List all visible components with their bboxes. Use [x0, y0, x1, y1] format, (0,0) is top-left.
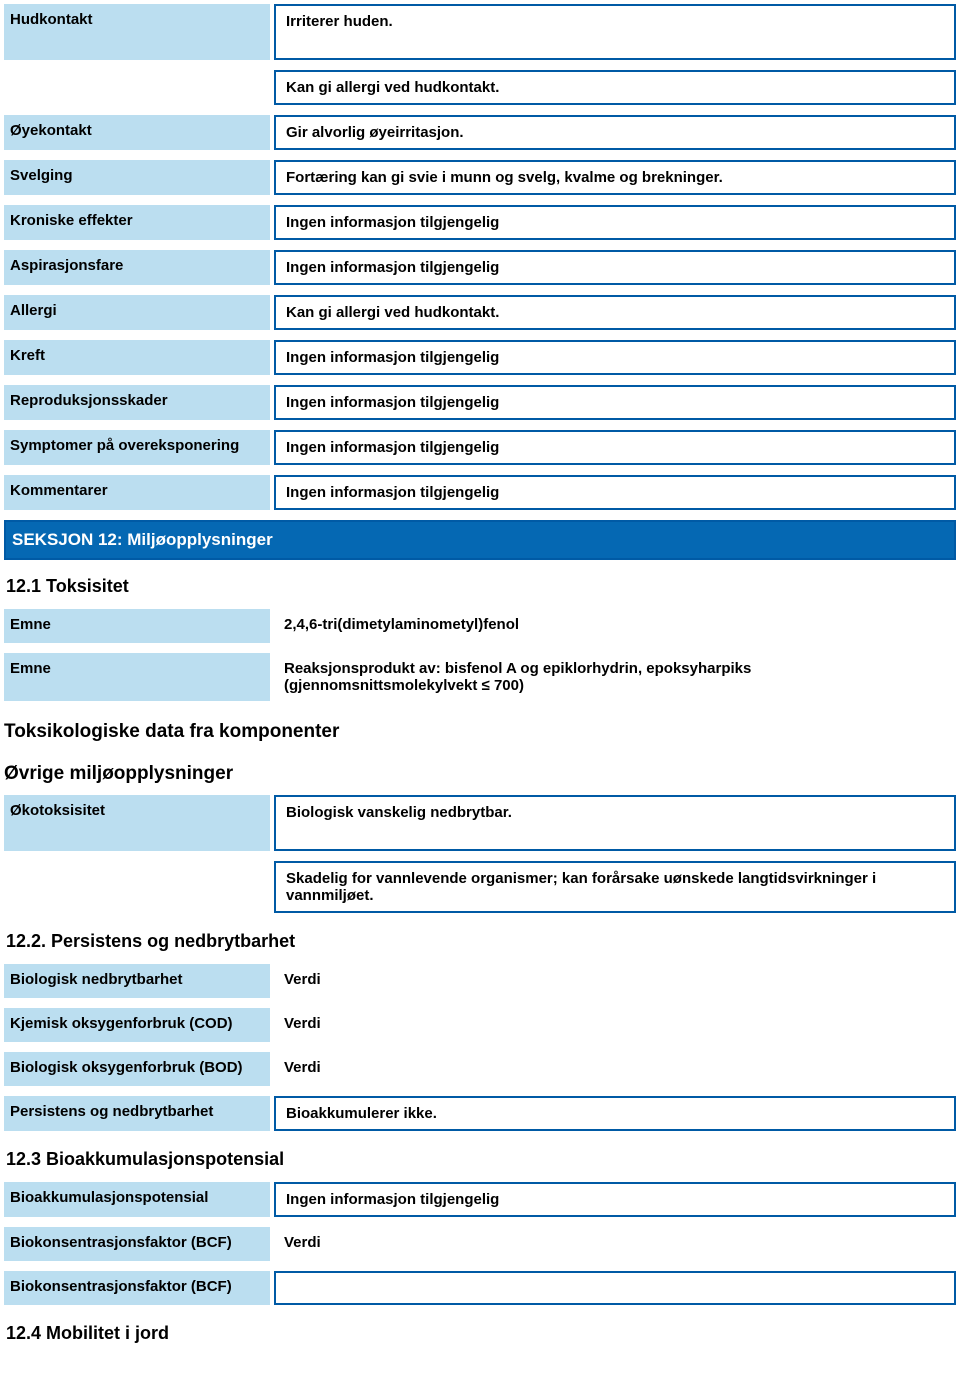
- subheading-12-1: 12.1 Toksisitet: [4, 568, 956, 605]
- heading-other-env: Øvrige miljøopplysninger: [4, 753, 956, 791]
- persist-label: Biologisk oksygenforbruk (BOD): [4, 1052, 270, 1086]
- emne-row: Emne2,4,6-tri(dimetylaminometyl)fenol: [4, 609, 956, 643]
- persist-label: Persistens og nedbrytbarhet: [4, 1096, 270, 1131]
- label-okotoksisitet: Økotoksisitet: [4, 795, 270, 851]
- property-value: Irriterer huden.: [274, 4, 956, 60]
- property-row: KreftIngen informasjon tilgjengelig: [4, 340, 956, 375]
- subheading-12-4: 12.4 Mobilitet i jord: [4, 1315, 956, 1352]
- subheading-12-2: 12.2. Persistens og nedbrytbarhet: [4, 923, 956, 960]
- property-row: AllergiKan gi allergi ved hudkontakt.: [4, 295, 956, 330]
- persist-label: Biologisk nedbrytbarhet: [4, 964, 270, 998]
- persist-row: Biologisk nedbrytbarhetVerdi: [4, 964, 956, 998]
- property-row: AspirasjonsfareIngen informasjon tilgjen…: [4, 250, 956, 285]
- property-label: Kommentarer: [4, 475, 270, 510]
- persist-row: Biologisk oksygenforbruk (BOD)Verdi: [4, 1052, 956, 1086]
- bioacc-label: Bioakkumulasjonspotensial: [4, 1182, 270, 1217]
- persist-value: Verdi: [274, 964, 956, 998]
- bioacc-row: Biokonsentrasjonsfaktor (BCF): [4, 1271, 956, 1305]
- value-okotoksisitet-1: Skadelig for vannlevende organismer; kan…: [274, 861, 956, 913]
- property-row: KommentarerIngen informasjon tilgjengeli…: [4, 475, 956, 510]
- emne-row: EmneReaksjonsprodukt av: bisfenol A og e…: [4, 653, 956, 701]
- property-label: Øyekontakt: [4, 115, 270, 150]
- property-value: Ingen informasjon tilgjengelig: [274, 340, 956, 375]
- section-12-title: SEKSJON 12: Miljøopplysninger: [4, 520, 956, 560]
- property-label: Aspirasjonsfare: [4, 250, 270, 285]
- property-value: Kan gi allergi ved hudkontakt.: [274, 70, 956, 105]
- bioacc-value: Verdi: [274, 1227, 956, 1261]
- bioacc-row: BioakkumulasjonspotensialIngen informasj…: [4, 1182, 956, 1217]
- subheading-12-3: 12.3 Bioakkumulasjonspotensial: [4, 1141, 956, 1178]
- property-row-extra: Kan gi allergi ved hudkontakt.: [4, 70, 956, 105]
- bioacc-label: Biokonsentrasjonsfaktor (BCF): [4, 1227, 270, 1261]
- property-label: Symptomer på overeksponering: [4, 430, 270, 465]
- emne-value: Reaksjonsprodukt av: bisfenol A og epikl…: [274, 653, 956, 701]
- property-row: ReproduksjonsskaderIngen informasjon til…: [4, 385, 956, 420]
- persist-value: Verdi: [274, 1052, 956, 1086]
- persist-label: Kjemisk oksygenforbruk (COD): [4, 1008, 270, 1042]
- property-value: Ingen informasjon tilgjengelig: [274, 250, 956, 285]
- property-value: Ingen informasjon tilgjengelig: [274, 205, 956, 240]
- property-row: Symptomer på overeksponeringIngen inform…: [4, 430, 956, 465]
- property-value: Ingen informasjon tilgjengelig: [274, 475, 956, 510]
- emne-label: Emne: [4, 653, 270, 701]
- bioacc-value: Ingen informasjon tilgjengelig: [274, 1182, 956, 1217]
- property-row: HudkontaktIrriterer huden.: [4, 4, 956, 60]
- property-label: Hudkontakt: [4, 4, 270, 60]
- property-label: Allergi: [4, 295, 270, 330]
- property-value: Ingen informasjon tilgjengelig: [274, 430, 956, 465]
- property-value: Kan gi allergi ved hudkontakt.: [274, 295, 956, 330]
- bioacc-label: Biokonsentrasjonsfaktor (BCF): [4, 1271, 270, 1305]
- property-row: Kroniske effekterIngen informasjon tilgj…: [4, 205, 956, 240]
- property-value: Gir alvorlig øyeirritasjon.: [274, 115, 956, 150]
- persist-value: Bioakkumulerer ikke.: [274, 1096, 956, 1131]
- persist-row: Kjemisk oksygenforbruk (COD)Verdi: [4, 1008, 956, 1042]
- property-label: Svelging: [4, 160, 270, 195]
- property-label: Kroniske effekter: [4, 205, 270, 240]
- row-okotoksisitet: Økotoksisitet Biologisk vanskelig nedbry…: [4, 795, 956, 851]
- property-row: SvelgingFortæring kan gi svie i munn og …: [4, 160, 956, 195]
- bioacc-row: Biokonsentrasjonsfaktor (BCF)Verdi: [4, 1227, 956, 1261]
- persist-row: Persistens og nedbrytbarhetBioakkumulere…: [4, 1096, 956, 1131]
- bioacc-value: [274, 1271, 956, 1305]
- row-okotoksisitet-extra: Skadelig for vannlevende organismer; kan…: [4, 861, 956, 913]
- property-label: Reproduksjonsskader: [4, 385, 270, 420]
- persist-value: Verdi: [274, 1008, 956, 1042]
- property-value: Ingen informasjon tilgjengelig: [274, 385, 956, 420]
- property-label: Kreft: [4, 340, 270, 375]
- emne-label: Emne: [4, 609, 270, 643]
- heading-tox-data: Toksikologiske data fra komponenter: [4, 711, 956, 749]
- value-okotoksisitet-0: Biologisk vanskelig nedbrytbar.: [274, 795, 956, 851]
- emne-value: 2,4,6-tri(dimetylaminometyl)fenol: [274, 609, 956, 643]
- property-row: ØyekontaktGir alvorlig øyeirritasjon.: [4, 115, 956, 150]
- property-value: Fortæring kan gi svie i munn og svelg, k…: [274, 160, 956, 195]
